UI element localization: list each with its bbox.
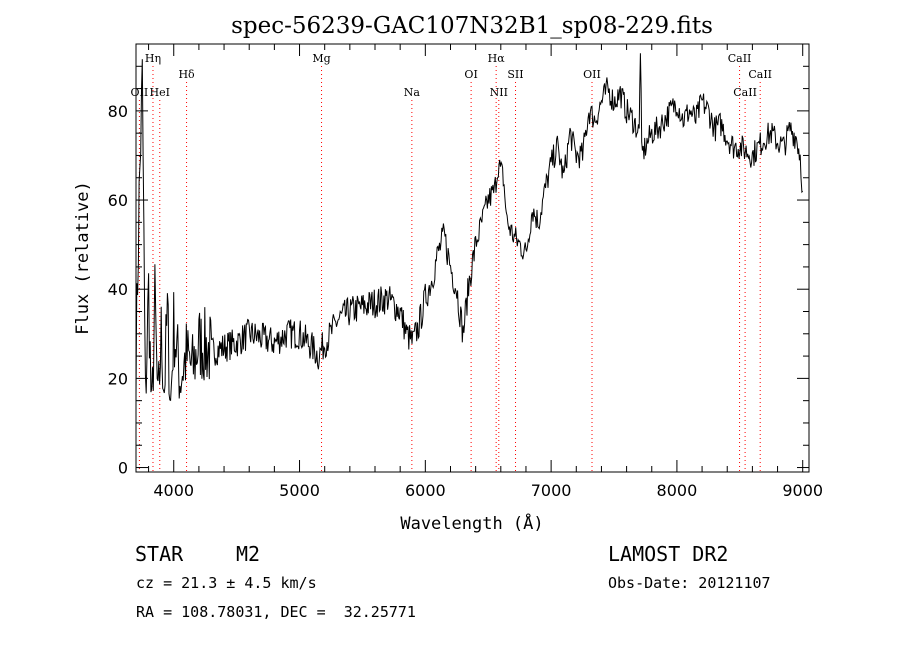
marker-label-11: CaII — [728, 52, 752, 65]
marker-label-10: OII — [583, 68, 601, 81]
marker-label-0: OII — [131, 86, 149, 99]
y-tick-label-4: 80 — [108, 102, 128, 121]
x-tick-label-1: 5000 — [279, 481, 320, 500]
marker-label-6: OI — [464, 68, 477, 81]
marker-label-12: CaII — [733, 86, 757, 99]
y-axis-label: Flux (relative) — [73, 181, 93, 335]
y-tick-label-0: 0 — [118, 459, 128, 478]
marker-label-1: Hη — [145, 52, 161, 65]
spectrum-series-line-0 — [135, 53, 804, 402]
object-subclass: M2 — [236, 542, 261, 566]
axis-tick-labels: 4000 5000 6000 7000 8000 9000 0 20 40 60 80 — [108, 102, 823, 500]
x-tick-label-3: 7000 — [531, 481, 572, 500]
axis-ticks — [136, 44, 809, 472]
marker-label-4: Mg — [312, 52, 330, 65]
x-tick-label-2: 6000 — [405, 481, 446, 500]
x-tick-label-5: 9000 — [782, 481, 823, 500]
coordinates: RA = 108.78031, DEC = 32.25771 — [136, 603, 416, 621]
chart-title: spec-56239-GAC107N32B1_sp08-229.fits — [231, 13, 713, 39]
marker-label-2: HeI — [150, 86, 170, 99]
obs-date: Obs-Date: 20121107 — [608, 574, 771, 592]
marker-label-7: Hα — [488, 52, 506, 65]
emission-line-markers: OII Hη HeI Hδ Mg Na OI Hα NII SII OII CaII CaII CaII — [131, 52, 772, 472]
marker-label-13: CaII — [748, 68, 772, 81]
marker-label-3: Hδ — [178, 68, 195, 81]
object-class: STAR — [135, 542, 184, 566]
marker-label-8: NII — [490, 86, 508, 99]
x-tick-label-0: 4000 — [153, 481, 194, 500]
y-tick-label-3: 60 — [108, 191, 128, 210]
plot-frame — [135, 43, 810, 473]
marker-label-9: SII — [507, 68, 523, 81]
series-layer — [135, 53, 804, 402]
x-axis-label: Wavelength (Å) — [400, 512, 543, 534]
survey-label: LAMOST DR2 — [608, 542, 729, 566]
marker-label-5: Na — [404, 86, 421, 99]
redshift-cz: cz = 21.3 ± 4.5 km/s — [136, 574, 317, 592]
x-tick-label-4: 8000 — [657, 481, 698, 500]
y-tick-label-1: 20 — [108, 369, 128, 388]
y-tick-label-2: 40 — [108, 280, 128, 299]
